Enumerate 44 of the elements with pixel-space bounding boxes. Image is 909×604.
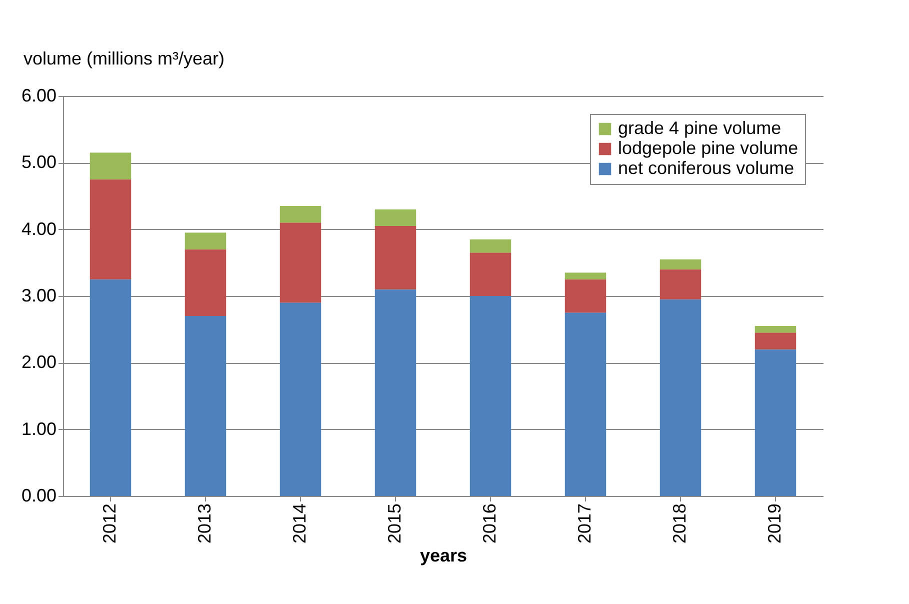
bar bbox=[90, 279, 132, 496]
y-tick-label: 2.00 bbox=[21, 352, 56, 372]
legend-label: lodgepole pine volume bbox=[618, 138, 798, 158]
bar bbox=[660, 299, 702, 496]
bar bbox=[184, 232, 226, 250]
bar bbox=[374, 289, 416, 496]
bar bbox=[374, 226, 416, 290]
y-tick-label: 6.00 bbox=[21, 86, 56, 106]
bar bbox=[470, 252, 512, 296]
bar bbox=[90, 152, 132, 180]
x-tick-label: 2019 bbox=[764, 504, 784, 544]
y-tick-label: 5.00 bbox=[21, 152, 56, 172]
x-tick-label: 2014 bbox=[290, 504, 310, 544]
y-tick-label: 4.00 bbox=[21, 218, 56, 239]
bar bbox=[184, 316, 226, 496]
x-tick-label: 2017 bbox=[574, 504, 594, 544]
x-tick-label: 2013 bbox=[194, 504, 214, 544]
bar bbox=[564, 279, 606, 313]
x-axis-title: years bbox=[420, 546, 468, 566]
bar bbox=[564, 312, 606, 496]
bar bbox=[754, 332, 796, 350]
bar bbox=[374, 209, 416, 226]
y-tick-label: 1.00 bbox=[21, 418, 56, 439]
bar bbox=[564, 272, 606, 280]
bar bbox=[470, 296, 512, 496]
bar bbox=[184, 249, 226, 316]
y-tick-label: 0.00 bbox=[21, 486, 56, 506]
x-tick-label: 2018 bbox=[670, 504, 690, 544]
bar bbox=[280, 206, 322, 223]
x-tick-label: 2012 bbox=[100, 504, 120, 544]
bar bbox=[754, 326, 796, 333]
x-tick-label: 2016 bbox=[480, 504, 500, 544]
bar bbox=[660, 269, 702, 300]
bar bbox=[280, 302, 322, 496]
y-tick-label: 3.00 bbox=[21, 286, 56, 306]
bar bbox=[280, 222, 322, 303]
bar bbox=[660, 259, 702, 270]
bar bbox=[754, 349, 796, 496]
x-tick-label: 2015 bbox=[384, 504, 404, 544]
legend-label: grade 4 pine volume bbox=[618, 118, 782, 138]
bar bbox=[470, 239, 512, 253]
legend-label: net coniferous volume bbox=[618, 158, 794, 178]
y-axis-title: volume (millions m³/year) bbox=[24, 48, 225, 68]
bar bbox=[90, 179, 132, 280]
